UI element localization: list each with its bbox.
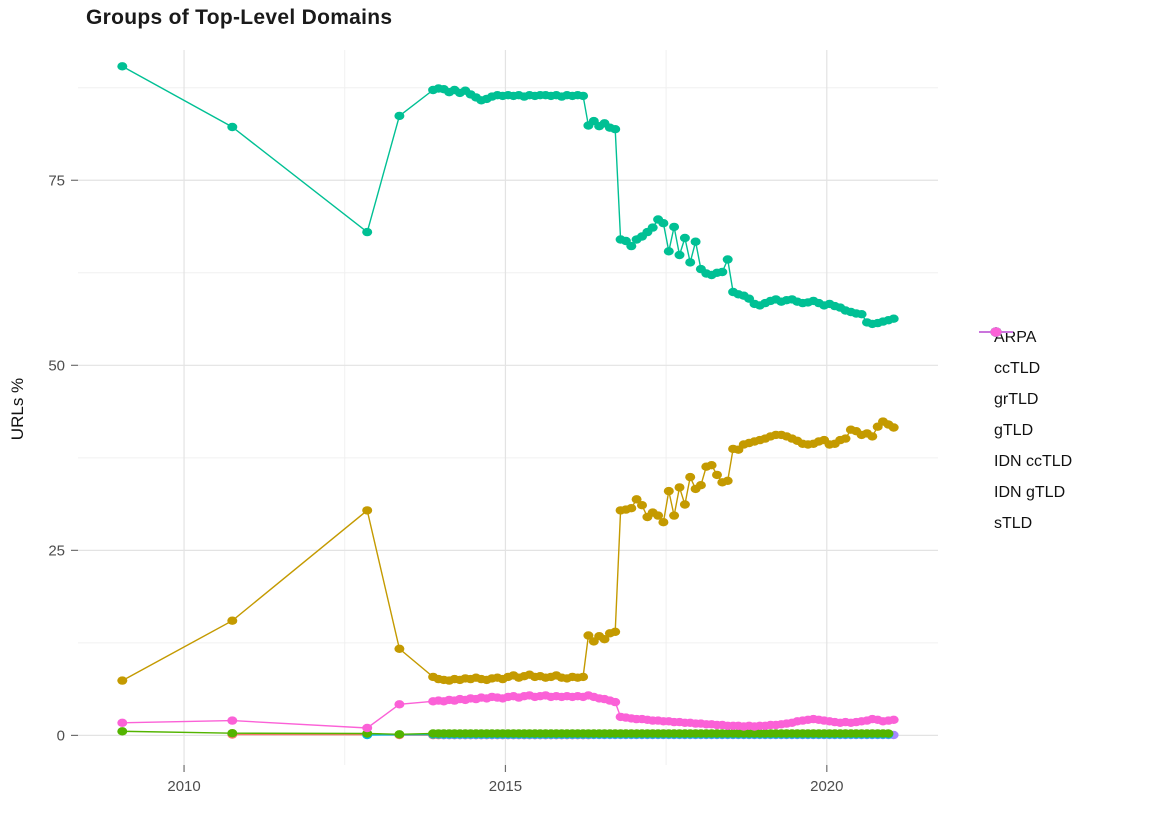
legend-item-cctld: ccTLD	[978, 327, 1072, 384]
y-axis-title: URLs %	[8, 377, 27, 441]
series-cctld-point	[394, 644, 405, 653]
series-stld-point	[888, 715, 899, 724]
series-cctld	[117, 417, 899, 685]
x-tick-label: 2010	[167, 778, 200, 795]
series-gtld-point	[685, 258, 696, 267]
legend-label-stld: sTLD	[994, 514, 1033, 532]
series-grtld-point	[227, 729, 238, 738]
series-cctld-point	[888, 423, 899, 432]
series-cctld-point	[867, 432, 878, 441]
series-cctld-point	[610, 627, 621, 636]
series-gtld-point	[362, 227, 373, 237]
series-gtld-point	[610, 125, 621, 134]
series-cctld-point	[631, 495, 642, 504]
series-gtld-point	[227, 122, 238, 132]
series-gtld-point	[669, 222, 680, 232]
x-tick-label: 2020	[810, 778, 843, 795]
series-cctld-point	[706, 461, 717, 470]
series-grtld-point	[117, 727, 128, 736]
series-cctld-point	[658, 518, 669, 527]
series-cctld-point	[695, 481, 706, 490]
series-cctld-point	[663, 486, 674, 496]
series-grtld-point	[883, 729, 894, 738]
series-stld-point	[394, 700, 405, 709]
legend-item-stld: sTLD	[978, 327, 1072, 539]
legend-item-idn-cctld: IDN ccTLD	[978, 327, 1073, 477]
series-gtld-point	[722, 255, 733, 264]
series-gtld-point	[679, 233, 690, 243]
series-cctld-point	[685, 472, 696, 482]
y-tick-label: 50	[48, 357, 65, 374]
series-cctld-point	[626, 504, 637, 513]
series-gtld-point	[394, 111, 405, 121]
series-gtld-point	[690, 237, 701, 246]
chart-title: Groups of Top-Level Domains	[86, 6, 393, 29]
legend-key-stld-icon	[979, 327, 1013, 337]
series-cctld-point	[679, 500, 690, 509]
series-gtld-point	[578, 91, 589, 101]
legend: ARPA ccTLD grTLD gTLD IDN ccTLD IDN gTLD sTLD	[978, 322, 1072, 539]
series-cctld-point	[599, 635, 610, 644]
legend-label-gtld: gTLD	[994, 421, 1034, 439]
series-stld-point	[610, 697, 621, 707]
series-cctld-point	[674, 483, 685, 492]
legend-item-grtld: grTLD	[978, 327, 1072, 415]
series-cctld-point	[712, 470, 722, 480]
series-cctld-point	[653, 511, 664, 520]
series-stld	[117, 691, 899, 733]
x-tick-label: 2015	[489, 778, 522, 795]
series-cctld-point	[669, 511, 680, 520]
series-cctld-point	[840, 434, 851, 443]
series-cctld-point	[227, 616, 238, 625]
series-gtld-point	[856, 310, 867, 319]
y-tick-label: 25	[48, 542, 65, 559]
legend-label-cctld: ccTLD	[994, 359, 1041, 377]
series-gtld-point	[117, 62, 128, 71]
series-gtld-point	[674, 250, 685, 260]
series-cctld-point	[578, 672, 589, 682]
series-cctld-line	[121, 420, 895, 682]
y-tick-label: 75	[48, 172, 65, 189]
series-gtld-point	[888, 314, 899, 323]
series-gtld-point	[717, 267, 728, 277]
series-grtld-point	[394, 730, 405, 739]
series-stld-point	[362, 723, 373, 733]
series-cctld-point	[637, 501, 647, 510]
y-tick-label: 0	[57, 727, 65, 744]
series-gtld-point	[626, 241, 637, 251]
series-gtld-point	[647, 223, 658, 232]
series-stld-point	[227, 716, 238, 725]
series-gtld	[117, 62, 899, 329]
series-gtld-point	[663, 247, 674, 256]
legend-label-idn-cctld: IDN ccTLD	[994, 452, 1073, 470]
legend-label-idn-gtld: IDN gTLD	[994, 483, 1066, 501]
series-cctld-point	[362, 506, 373, 515]
legend-item-idn-gtld: IDN gTLD	[978, 327, 1072, 508]
series-cctld-point	[583, 631, 594, 640]
series-grtld	[117, 727, 894, 739]
series-cctld-point	[722, 476, 733, 485]
series-gtld-line	[121, 65, 894, 325]
series-stld-point	[117, 718, 128, 727]
legend-label-grtld: grTLD	[994, 390, 1039, 408]
series-gtld-point	[658, 219, 669, 228]
legend-item-gtld: gTLD	[978, 327, 1072, 446]
series-cctld-point	[117, 676, 128, 685]
